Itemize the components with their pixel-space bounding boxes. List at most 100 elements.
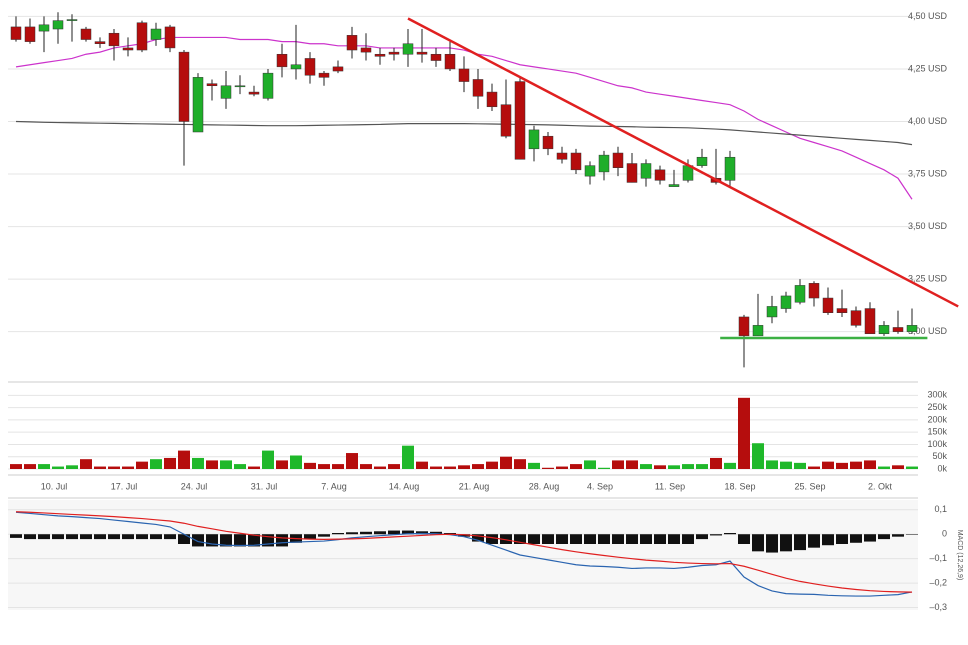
candle-body (346, 35, 358, 51)
macd-histogram-bar (486, 534, 498, 544)
macd-histogram-bar (738, 534, 750, 544)
macd-histogram-bar (724, 533, 736, 535)
candle-body (696, 156, 708, 166)
candle-body (878, 325, 890, 335)
macd-histogram-bar (570, 534, 582, 544)
macd-histogram-bar (332, 533, 344, 535)
volume-bar (556, 466, 568, 469)
candle-body (10, 26, 22, 40)
candle-body (556, 152, 568, 160)
macd-histogram-bar (66, 534, 78, 540)
macd-histogram-bar (500, 534, 512, 544)
candle-body (122, 47, 134, 51)
x-tick-label: 24. Jul (181, 481, 208, 491)
volume-bar (570, 464, 582, 469)
candle-body (850, 310, 862, 326)
volume-bar (724, 462, 736, 469)
macd-histogram-bar (276, 534, 288, 547)
macd-histogram-bar (598, 534, 610, 544)
candle-body (80, 28, 92, 40)
volume-bar (220, 460, 232, 469)
volume-bar (430, 466, 442, 469)
y-tick-label: 4,25 USD (908, 63, 948, 73)
candle-body (766, 306, 778, 318)
candle-body (136, 22, 148, 51)
volume-bar (808, 466, 820, 469)
x-tick-label: 7. Aug (321, 481, 347, 491)
candle-body (528, 129, 540, 150)
candle-body (780, 295, 792, 309)
macd-histogram-bar (94, 534, 106, 540)
volume-bar (80, 459, 92, 469)
volume-bar (444, 466, 456, 469)
candle-body (94, 41, 106, 44)
macd-histogram-bar (234, 534, 246, 547)
volume-bar (584, 460, 596, 469)
macd-histogram-bar (458, 534, 470, 537)
x-tick-label: 14. Aug (389, 481, 420, 491)
macd-histogram-bar (808, 534, 820, 548)
y-tick-label: 250k (927, 402, 947, 412)
macd-histogram-bar (150, 534, 162, 540)
y-tick-label: 3,50 USD (908, 221, 948, 231)
candle-body (276, 53, 288, 68)
macd-histogram-bar (906, 534, 918, 535)
macd-histogram-bar (416, 531, 428, 535)
volume-bar (262, 450, 274, 469)
candle-body (836, 308, 848, 313)
candle-body (906, 325, 918, 332)
volume-bar (738, 397, 750, 469)
volume-bar (234, 464, 246, 469)
macd-histogram-bar (122, 534, 134, 540)
candle-body (864, 308, 876, 335)
volume-bar (654, 465, 666, 469)
macd-histogram-bar (850, 534, 862, 543)
macd-histogram-bar (402, 530, 414, 535)
volume-bar (136, 461, 148, 469)
y-tick-label: 3,00 USD (908, 326, 948, 336)
volume-bar (304, 462, 316, 469)
macd-histogram-bar (444, 533, 456, 535)
volume-bar (290, 455, 302, 469)
y-tick-label: 100k (927, 439, 947, 449)
x-tick-label: 31. Jul (251, 481, 278, 491)
volume-bar (94, 466, 106, 469)
macd-histogram-bar (836, 534, 848, 544)
x-tick-label: 2. Okt (868, 481, 893, 491)
macd-histogram-bar (10, 534, 22, 538)
candle-body (640, 163, 652, 179)
candle-body (542, 135, 554, 150)
macd-histogram-bar (80, 534, 92, 540)
candle-body (500, 104, 512, 137)
candle-body (752, 325, 764, 337)
x-tick-label: 18. Sep (724, 481, 755, 491)
candle-body (360, 47, 372, 53)
candle-body (150, 28, 162, 40)
volume-bar (836, 462, 848, 469)
volume-bar (696, 464, 708, 469)
y-tick-label: 300k (927, 390, 947, 400)
volume-bar (514, 459, 526, 469)
candle-body (304, 58, 316, 76)
volume-bar (206, 460, 218, 469)
macd-histogram-bar (178, 534, 190, 544)
candle-body (178, 51, 190, 122)
volume-bar (612, 460, 624, 469)
volume-bar (52, 466, 64, 469)
macd-histogram-bar (472, 534, 484, 542)
candle-body (52, 20, 64, 30)
volume-bar (346, 453, 358, 469)
macd-histogram-bar (892, 534, 904, 537)
macd-histogram-bar (346, 532, 358, 535)
candle-body (430, 53, 442, 61)
candle-body (808, 283, 820, 299)
candle-body (612, 152, 624, 168)
y-tick-label: 3,75 USD (908, 168, 948, 178)
volume-bar (66, 465, 78, 469)
volume-bar (178, 450, 190, 469)
macd-histogram-bar (878, 534, 890, 540)
candle-body (108, 32, 120, 47)
volume-bar (528, 462, 540, 469)
macd-histogram-bar (430, 531, 442, 535)
volume-bar (822, 461, 834, 469)
